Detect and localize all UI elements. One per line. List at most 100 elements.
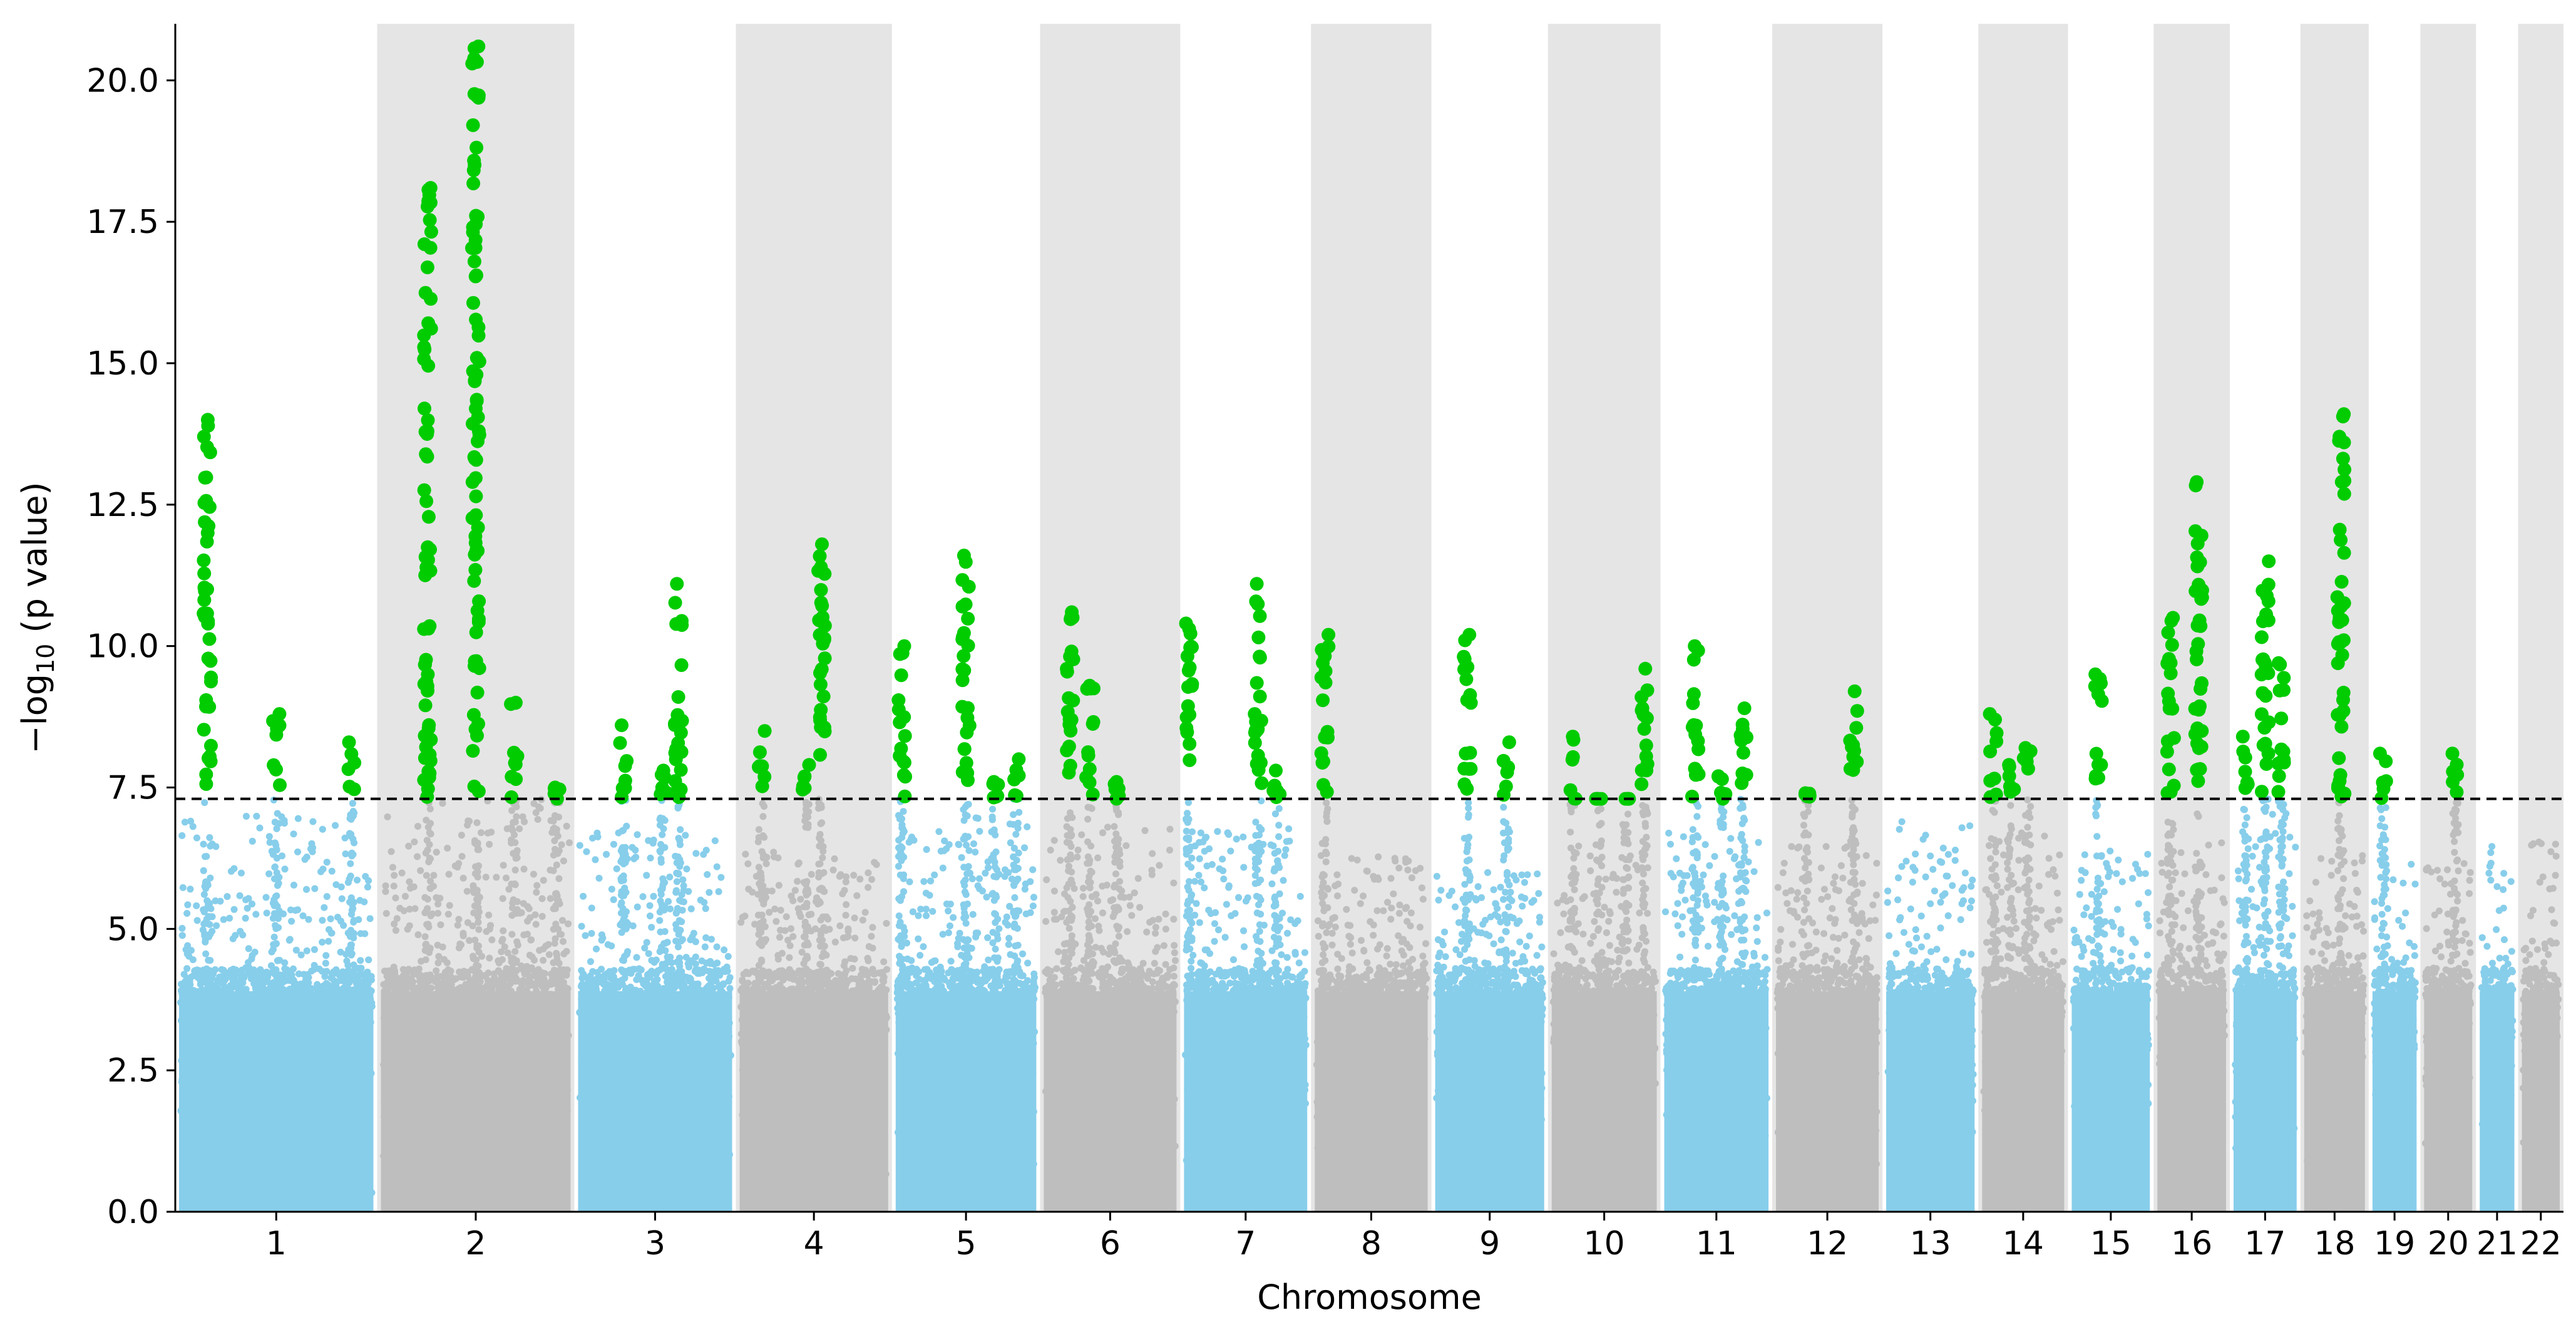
y-tick-label: 5.0	[107, 911, 159, 948]
significant-point	[1107, 777, 1122, 792]
chromosome-5-upper-points	[894, 813, 1039, 995]
significant-point	[418, 425, 433, 439]
significant-point	[1499, 779, 1513, 793]
y-tick-label: 0.0	[107, 1194, 159, 1231]
chromosome-6-peak-1-base	[1063, 809, 1076, 986]
significant-point	[2331, 656, 2345, 671]
significant-point	[2193, 555, 2207, 569]
significant-point	[2195, 724, 2209, 738]
y-axis-title-base: −log	[15, 674, 54, 754]
significant-point	[1802, 790, 1817, 804]
significant-point	[424, 225, 438, 239]
significant-point	[419, 447, 433, 462]
significant-point	[2238, 765, 2252, 779]
x-tick-label: 4	[804, 1225, 824, 1262]
significant-point	[668, 596, 682, 610]
significant-point	[1457, 649, 1471, 664]
significant-point	[1983, 744, 1998, 758]
significant-point	[201, 419, 215, 433]
significant-point	[671, 782, 685, 796]
significant-point	[1846, 738, 1860, 752]
significant-point	[669, 742, 684, 756]
significant-point	[418, 658, 432, 672]
chromosome-11-dense-fill	[1664, 991, 1769, 1212]
chromosome-3-peak-2-base	[656, 797, 669, 973]
chromosome-14-peak-3-base	[2021, 796, 2035, 982]
significant-point	[2162, 694, 2176, 708]
significant-point	[816, 689, 831, 704]
chromosome-5-points	[891, 549, 1039, 1212]
y-axis-title-subscript: 10	[32, 644, 59, 674]
y-axis-title-rest: (p value)	[15, 482, 54, 643]
significant-point	[203, 445, 217, 460]
x-tick-label: 12	[1807, 1225, 1848, 1262]
chromosome-14-dense-fill	[1982, 991, 2065, 1212]
significant-point	[347, 756, 362, 770]
significant-point	[818, 567, 832, 581]
significant-point	[815, 599, 829, 613]
significant-point	[1634, 777, 1649, 792]
significant-point	[202, 632, 217, 646]
significant-point	[960, 711, 975, 725]
significant-point	[1179, 710, 1194, 725]
significant-point	[417, 340, 431, 354]
significant-point	[2161, 626, 2175, 639]
significant-point	[1062, 712, 1077, 726]
significant-point	[267, 758, 281, 772]
x-tick-label: 6	[1100, 1225, 1121, 1262]
significant-point	[469, 312, 483, 327]
significant-point	[955, 662, 970, 676]
significant-point	[199, 777, 213, 791]
x-tick-label: 9	[1479, 1225, 1500, 1262]
x-tick-label: 20	[2428, 1225, 2469, 1262]
significant-point	[1688, 768, 1703, 782]
chromosome-5-peak-4-base	[1010, 795, 1023, 985]
significant-point	[669, 752, 683, 767]
chromosome-17-dense-fill	[2233, 991, 2297, 1212]
chromosome-10-peak-4-base	[1638, 802, 1651, 976]
chromosome-19-dense-fill	[2372, 991, 2417, 1212]
y-tick-label: 12.5	[86, 487, 159, 524]
significant-point	[468, 547, 482, 562]
significant-point	[1316, 693, 1330, 708]
x-tick-label: 18	[2314, 1225, 2355, 1262]
x-tick-label: 2	[465, 1225, 486, 1262]
chromosome-16-points	[2155, 475, 2229, 1212]
significant-point	[957, 649, 971, 663]
significant-point	[347, 782, 361, 797]
chromosome-3-dense-fill	[578, 991, 732, 1212]
significant-point	[2194, 619, 2208, 633]
significant-point	[2254, 630, 2269, 644]
x-tick-label: 21	[2476, 1225, 2518, 1262]
significant-point	[2331, 604, 2345, 618]
significant-point	[2331, 637, 2345, 651]
significant-point	[272, 718, 287, 733]
significant-point	[2332, 751, 2346, 765]
y-axis-title: −log10 (p value)	[15, 482, 59, 753]
y-tick-label: 15.0	[86, 345, 159, 383]
significant-point	[2257, 721, 2272, 735]
chromosome-4-points	[737, 537, 891, 1212]
significant-point	[2376, 775, 2390, 790]
significant-point	[2337, 473, 2352, 488]
significant-point	[2262, 554, 2276, 569]
significant-point	[2337, 487, 2351, 501]
significant-point	[508, 757, 523, 772]
significant-point	[1062, 740, 1076, 753]
significant-point	[1686, 653, 1701, 667]
significant-point	[2274, 711, 2289, 726]
significant-point	[203, 654, 218, 668]
significant-point	[957, 742, 972, 756]
significant-point	[1740, 730, 1753, 745]
chromosome-8-points	[1313, 627, 1430, 1212]
significant-point	[417, 622, 431, 636]
chromosome-14-points	[1980, 707, 2066, 1212]
chromosome-9-peak-1-base	[1460, 799, 1474, 985]
significant-point	[960, 766, 975, 780]
significant-point	[961, 701, 975, 715]
significant-point	[2235, 730, 2250, 744]
significant-point	[668, 718, 682, 732]
significant-point	[2193, 762, 2207, 776]
significant-point	[896, 755, 911, 769]
significant-point	[2164, 614, 2178, 628]
